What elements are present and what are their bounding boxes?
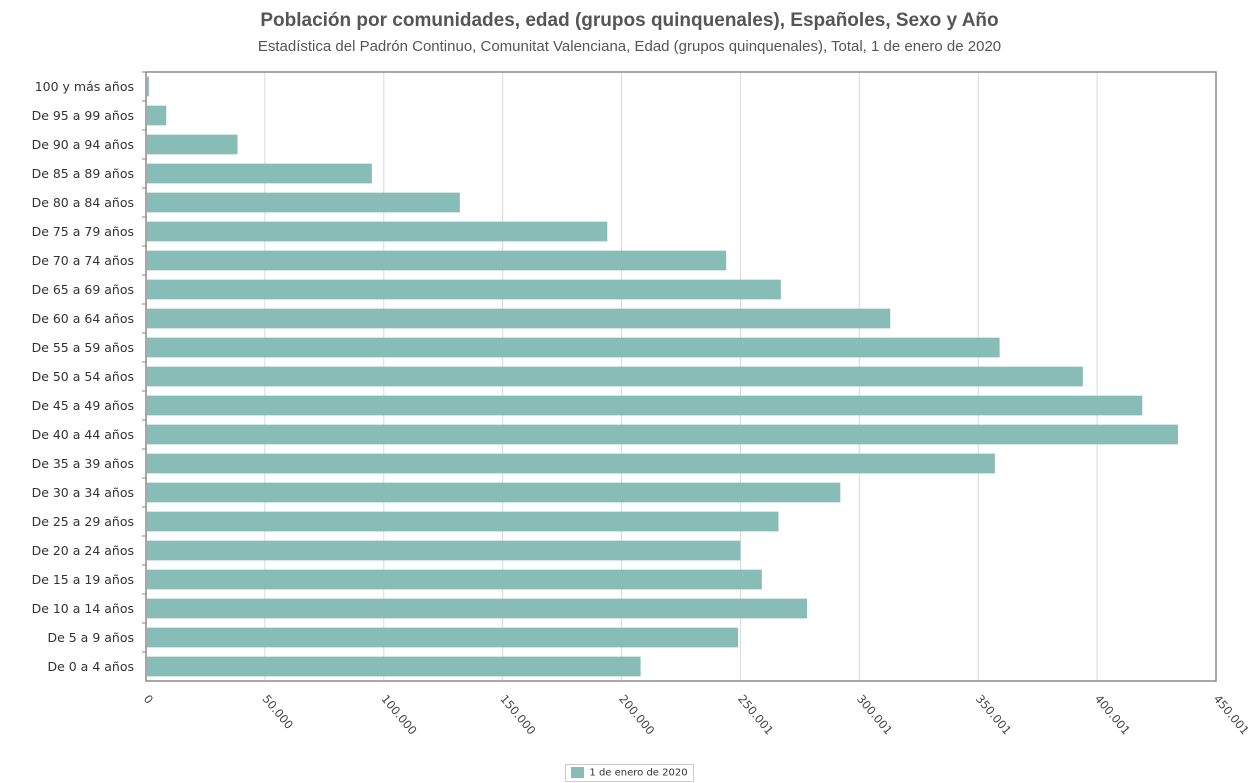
- chart-title: Población por comunidades, edad (grupos …: [260, 10, 999, 31]
- chart-subtitle: Estadística del Padrón Continuo, Comunit…: [257, 38, 1002, 55]
- category-label: De 55 a 59 años: [32, 340, 134, 355]
- bar[interactable]: [147, 221, 608, 242]
- bar[interactable]: [147, 540, 741, 561]
- x-tick-label: 50.000: [260, 692, 297, 732]
- category-label: De 80 a 84 años: [32, 195, 134, 210]
- category-label: 100 y más años: [35, 79, 134, 94]
- category-label: De 15 a 19 años: [32, 572, 134, 587]
- bar[interactable]: [147, 163, 372, 184]
- legend-item[interactable]: 1 de enero de 2020: [565, 764, 694, 782]
- bar[interactable]: [147, 308, 891, 329]
- x-tick-label: 250.001: [735, 692, 776, 737]
- bar[interactable]: [147, 627, 739, 648]
- bar[interactable]: [147, 395, 1143, 416]
- bar-chart: 100 y más años De 95 a 99 años De 90 a 94 …: [32, 71, 1252, 737]
- x-tick-label: 450.001: [1211, 692, 1252, 737]
- x-tick-label: 100.000: [378, 692, 419, 737]
- category-label: De 85 a 89 años: [32, 166, 134, 181]
- category-label: De 75 a 79 años: [32, 224, 134, 239]
- legend-swatch: [571, 767, 585, 778]
- bar[interactable]: [147, 76, 149, 97]
- bar[interactable]: [147, 192, 460, 213]
- legend-label: 1 de enero de 2020: [589, 767, 688, 779]
- category-label: De 60 a 64 años: [32, 311, 134, 326]
- category-label: De 45 a 49 años: [32, 398, 134, 413]
- category-label: De 40 a 44 años: [32, 427, 134, 442]
- category-label: De 20 a 24 años: [32, 543, 134, 558]
- category-label: De 70 a 74 años: [32, 253, 134, 268]
- category-label: De 30 a 34 años: [32, 485, 134, 500]
- bar[interactable]: [147, 366, 1083, 387]
- bar[interactable]: [147, 511, 779, 532]
- category-label: De 95 a 99 años: [32, 108, 134, 123]
- bar[interactable]: [147, 598, 808, 619]
- category-label: De 90 a 94 años: [32, 137, 134, 152]
- x-axis-tick-labels: 0 50.000 100.000 150.000 200.000 250.001 300.0…: [141, 692, 1252, 737]
- plot-area-frame: [145, 71, 1217, 682]
- bar[interactable]: [147, 134, 238, 155]
- bar[interactable]: [147, 424, 1178, 445]
- x-tick-label: 0: [141, 692, 156, 707]
- category-label: De 5 a 9 años: [47, 630, 134, 645]
- bars: [147, 76, 1178, 677]
- x-tick-label: 400.001: [1092, 692, 1133, 737]
- bar[interactable]: [147, 569, 762, 590]
- x-tick-label: 300.001: [854, 692, 895, 737]
- bar[interactable]: [147, 337, 1000, 358]
- bar[interactable]: [147, 656, 641, 677]
- bar[interactable]: [147, 250, 727, 271]
- bar[interactable]: [147, 279, 781, 300]
- category-label: De 65 a 69 años: [32, 282, 134, 297]
- category-label: De 25 a 29 años: [32, 514, 134, 529]
- category-label: De 50 a 54 años: [32, 369, 134, 384]
- legend: 1 de enero de 2020: [0, 764, 1259, 782]
- category-labels: 100 y más años De 95 a 99 años De 90 a 94 …: [32, 71, 146, 674]
- category-label: De 0 a 4 años: [47, 659, 134, 674]
- x-tick-label: 350.001: [973, 692, 1014, 737]
- bar[interactable]: [147, 105, 167, 126]
- bar[interactable]: [147, 453, 995, 474]
- x-tick-label: 150.000: [497, 692, 538, 737]
- x-tick-label: 200.000: [616, 692, 657, 737]
- category-label: De 35 a 39 años: [32, 456, 134, 471]
- bar[interactable]: [147, 482, 841, 503]
- category-label: De 10 a 14 años: [32, 601, 134, 616]
